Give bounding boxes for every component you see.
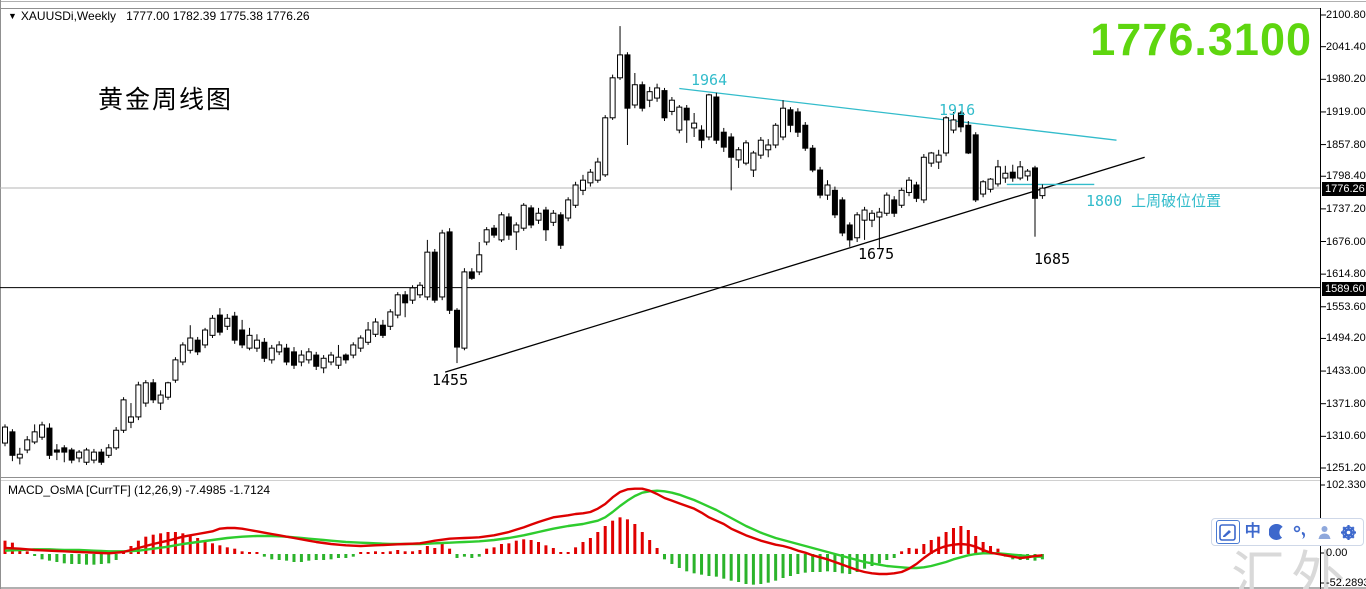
current-price-display: 1776.3100	[1090, 14, 1312, 65]
price-axis-tick: 1251.20	[1326, 462, 1366, 474]
ohlc-values: 1777.00 1782.39 1775.38 1776.26	[126, 9, 310, 23]
price-axis-tick: 1676.00	[1326, 235, 1366, 248]
watermark: 汇外网	[1231, 547, 1351, 589]
gear-icon[interactable]	[1337, 521, 1359, 543]
price-axis-tick: 1919.00	[1326, 105, 1366, 118]
price-axis-tick: 1310.60	[1326, 430, 1366, 443]
quote-icon[interactable]	[1289, 521, 1311, 543]
annotation-1964: 1964	[691, 71, 728, 89]
macd-scale-zero: 0.00	[1326, 547, 1348, 559]
person-icon[interactable]	[1313, 521, 1335, 543]
price-axis-tick: 1798.40	[1326, 170, 1366, 183]
annotation-1916: 1916	[939, 101, 976, 119]
macd-scale-bottom: -52.2893	[1326, 577, 1366, 589]
price-axis-tick: 2100.80	[1326, 9, 1366, 21]
macd-scale-top: 102.3309	[1326, 479, 1366, 491]
price-axis-tick: 1857.80	[1326, 138, 1366, 151]
price-axis-tick: 1737.20	[1326, 202, 1366, 215]
price-axis-tick: 1980.20	[1326, 73, 1366, 86]
chevron-down-icon[interactable]: ▼	[8, 11, 17, 21]
price-axis-tick: 1553.60	[1326, 300, 1366, 313]
moon-icon[interactable]	[1266, 521, 1288, 543]
annotation-1455: 1455	[432, 371, 469, 389]
annotation-1675: 1675	[858, 245, 895, 263]
symbol-ohlc-header[interactable]: ▼ XAUUSDi,Weekly 1777.00 1782.39 1775.38 1…	[8, 9, 310, 23]
chinese-mode-icon[interactable]: 中	[1244, 523, 1261, 540]
annotation-1685: 1685	[1034, 250, 1071, 268]
indicator-label: MACD_OsMA [CurrTF] (12,26,9) -7.4985 -1.…	[8, 483, 271, 497]
symbol-name: XAUUSDi,Weekly	[20, 9, 117, 23]
price-axis-tick: 1614.80	[1326, 268, 1366, 281]
price-axis-tick: 2041.40	[1326, 40, 1366, 53]
level-price-tag: 1589.60	[1322, 282, 1366, 296]
price-axis-tick: 1371.80	[1326, 397, 1366, 410]
chart-title-cn: 黄金周线图	[98, 87, 234, 114]
price-axis-tick: 1433.00	[1326, 365, 1366, 378]
annotation-1800-breakout: 1800 上周破位位置	[1086, 192, 1222, 210]
quick-toolbar: 中	[1211, 518, 1364, 546]
current-price-tag: 1776.26	[1322, 182, 1366, 196]
price-axis-tick: 1494.20	[1326, 332, 1366, 345]
pencil-box-icon[interactable]	[1215, 520, 1240, 544]
